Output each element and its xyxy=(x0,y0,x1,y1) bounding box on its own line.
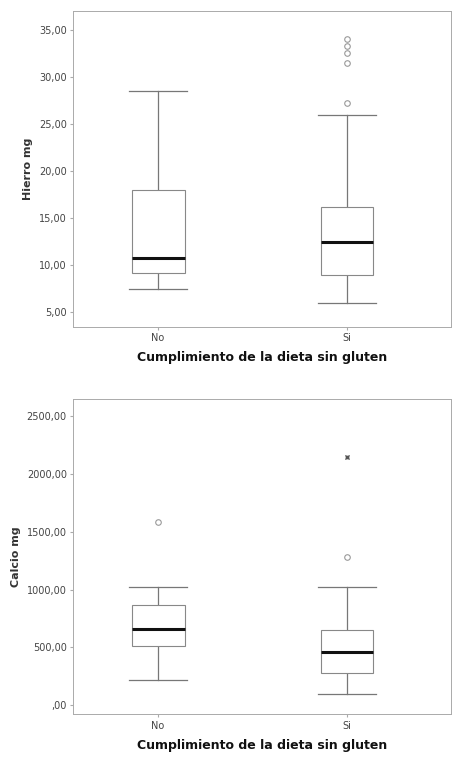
X-axis label: Cumplimiento de la dieta sin gluten: Cumplimiento de la dieta sin gluten xyxy=(137,739,387,752)
Y-axis label: Calcio mg: Calcio mg xyxy=(11,526,21,587)
Bar xyxy=(132,190,184,273)
X-axis label: Cumplimiento de la dieta sin gluten: Cumplimiento de la dieta sin gluten xyxy=(137,351,387,364)
Bar xyxy=(132,604,184,646)
Bar xyxy=(321,207,373,275)
Bar xyxy=(321,630,373,673)
Y-axis label: Hierro mg: Hierro mg xyxy=(24,137,33,200)
